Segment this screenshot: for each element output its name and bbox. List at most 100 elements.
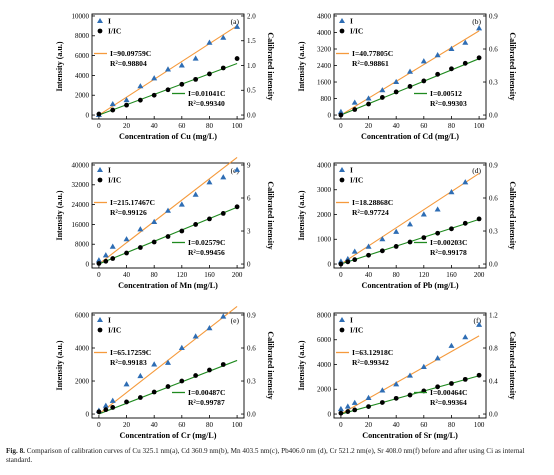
x-tick-label: 80 xyxy=(448,122,456,130)
calibrated-intensity-point xyxy=(379,95,385,100)
legend-circle-icon xyxy=(97,327,103,333)
y2-tick-label: 0.0 xyxy=(489,260,498,268)
legend-label-calibrated: I/IC xyxy=(108,176,121,185)
y2-tick-label: 9 xyxy=(247,161,251,169)
calibrated-intensity-point xyxy=(476,372,482,378)
calibration-figure: 0 20 40 60 80 10002000400060008000100000.00.5… xyxy=(55,12,517,440)
calibrated-fit-equation: I=0.00203C xyxy=(430,238,467,247)
y-tick-label: 1600 xyxy=(317,78,332,86)
caption-text: Comparison of calibration curves of Cu 3… xyxy=(6,447,525,464)
x-tick-label: 40 xyxy=(393,421,401,429)
legend-label-raw: I xyxy=(108,316,111,325)
calibrated-intensity-point xyxy=(393,244,399,249)
calibrated-intensity-point xyxy=(379,400,385,405)
calibrated-intensity-point xyxy=(124,102,129,108)
calibrated-intensity-point xyxy=(137,245,143,250)
calibrated-intensity-point xyxy=(220,211,226,216)
x-tick-label: 80 xyxy=(206,421,214,429)
plot-frame xyxy=(333,312,487,419)
legend-label-raw: I xyxy=(108,17,111,26)
raw-intensity-point xyxy=(123,96,130,103)
x-tick-label: 20 xyxy=(123,122,131,130)
raw-intensity-point xyxy=(137,226,144,232)
legend-circle-icon xyxy=(97,177,103,183)
raw-intensity-point xyxy=(351,248,358,254)
x-tick-label: 40 xyxy=(151,122,159,130)
y-tick-label: 8000 xyxy=(75,241,90,249)
y2-tick-label: 3 xyxy=(247,227,251,235)
raw-intensity-point xyxy=(476,25,483,31)
raw-intensity-point xyxy=(220,313,227,319)
calibrated-fit-r2: R²=0.99364 xyxy=(430,398,467,407)
x-tick-label: 0 xyxy=(339,122,343,130)
y2-axis-label: Calibrated intensity xyxy=(266,32,275,100)
chart-panel: 0 20 40 60 80 100 0 2000 4000 6000 8000 10000 0.0 0.5… xyxy=(55,12,275,141)
raw-intensity-point xyxy=(351,99,358,105)
raw-intensity-point xyxy=(434,355,441,361)
x-tick-label: 80 xyxy=(151,271,159,279)
x-axis-label: Concentration of Pb (mg/L) xyxy=(361,281,458,290)
calibrated-intensity-point xyxy=(421,235,427,241)
calibrated-intensity-point xyxy=(366,404,371,410)
y-tick-label: 10000 xyxy=(72,12,90,20)
y-tick-label: 32000 xyxy=(72,181,90,189)
legend-label-calibrated: I/IC xyxy=(350,176,363,185)
raw-intensity-point xyxy=(137,83,144,89)
calibrated-intensity-point xyxy=(476,216,482,222)
calibrated-intensity-point xyxy=(151,239,157,245)
raw-intensity-point xyxy=(123,236,130,242)
calibrated-intensity-point xyxy=(345,409,351,414)
x-axis-label: Concentration of Mn (mg/L) xyxy=(118,281,218,290)
y2-tick-label: 0.6 xyxy=(489,194,498,202)
raw-intensity-point xyxy=(407,68,413,74)
x-tick-label: 200 xyxy=(474,271,485,279)
calibrated-intensity-point xyxy=(96,111,102,117)
calibrated-intensity-point xyxy=(338,112,344,118)
raw-intensity-point xyxy=(234,166,241,172)
y2-tick-label: 0.3 xyxy=(489,78,498,86)
y-tick-label: 2400 xyxy=(317,62,332,70)
x-tick-label: 0 xyxy=(97,122,101,130)
calibrated-intensity-point xyxy=(96,409,102,415)
y2-tick-label: 0.9 xyxy=(489,12,498,20)
calibrated-intensity-point xyxy=(379,248,385,254)
y-tick-label: 6000 xyxy=(75,311,90,319)
x-tick-label: 80 xyxy=(393,271,401,279)
calibrated-intensity-point xyxy=(449,381,454,386)
x-tick-label: 120 xyxy=(419,271,430,279)
calibrated-intensity-point xyxy=(352,407,358,413)
y-tick-label: 0 xyxy=(86,260,90,268)
y-axis-label: Intensity (a.u.) xyxy=(55,190,64,240)
calibrated-fit-r2: R²=0.99178 xyxy=(430,248,467,257)
y2-tick-label: 0.0 xyxy=(247,410,256,418)
calibrated-intensity-point xyxy=(110,107,116,113)
calibrated-intensity-point xyxy=(393,395,399,401)
legend-triangle-icon xyxy=(339,317,345,322)
raw-fit-equation: I=90.09759C xyxy=(110,49,151,58)
raw-intensity-point xyxy=(462,39,469,45)
y-tick-label: 3200 xyxy=(317,45,332,53)
calibrated-intensity-point xyxy=(435,230,441,236)
calibrated-intensity-point xyxy=(165,384,171,389)
raw-intensity-point xyxy=(462,334,469,340)
plot-frame xyxy=(333,162,487,269)
legend-circle-icon xyxy=(339,28,345,34)
raw-intensity-point xyxy=(365,95,372,101)
raw-fit-r2: R²=0.97724 xyxy=(352,208,389,217)
y-tick-label: 2000 xyxy=(75,92,90,100)
y-tick-label: 800 xyxy=(321,95,332,103)
y-tick-label: 4800 xyxy=(317,12,332,20)
calibrated-intensity-point xyxy=(476,55,482,61)
x-tick-label: 80 xyxy=(448,421,456,429)
calibrated-intensity-point xyxy=(151,92,157,98)
raw-intensity-point xyxy=(102,252,109,258)
calibrated-fit-equation: I=0.01041C xyxy=(188,89,225,98)
y2-tick-label: 0.8 xyxy=(489,344,498,352)
raw-intensity-point xyxy=(420,211,427,217)
x-tick-label: 60 xyxy=(420,122,428,130)
raw-intensity-point xyxy=(109,397,116,403)
panel-label: (d) xyxy=(472,166,481,175)
plot-frame xyxy=(91,13,245,120)
raw-fit-equation: I=215.17467C xyxy=(110,198,155,207)
raw-intensity-point xyxy=(220,34,227,40)
